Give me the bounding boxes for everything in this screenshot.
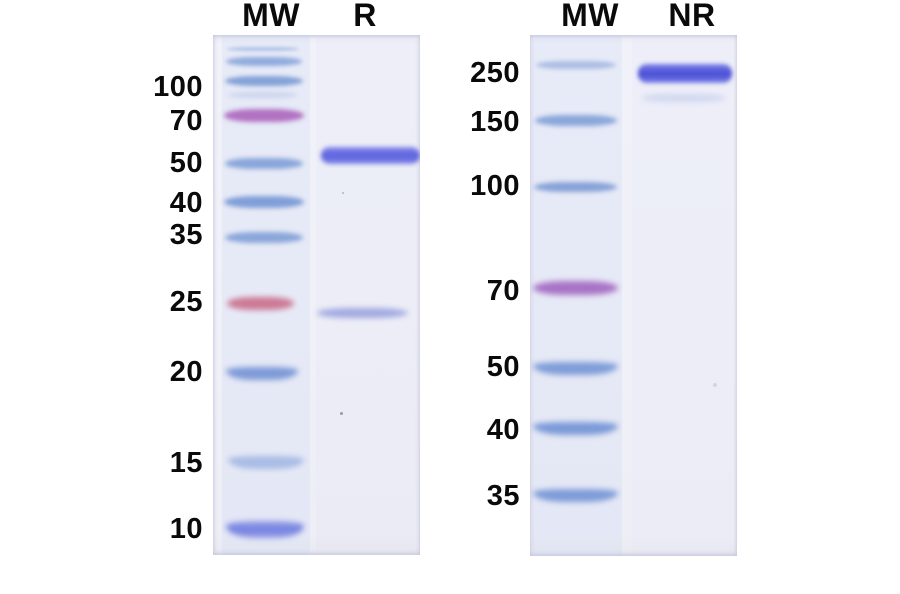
ladder-band-50-nonreduced [533, 361, 618, 375]
mw-label-40-nonreduced: 40 [486, 413, 520, 446]
lane-header-mw-reduced: MW [242, 0, 300, 33]
lane-tint-reduced-1 [316, 35, 418, 555]
mw-label-20-reduced: 20 [169, 355, 203, 388]
gel-panel-reduced [213, 35, 420, 555]
ladder-band-100-nonreduced [534, 182, 617, 192]
mw-label-10-reduced: 10 [169, 512, 203, 545]
dust-speck-2 [713, 383, 717, 387]
lane-header-nr-nonreduced: NR [668, 0, 716, 33]
mw-label-35-reduced: 35 [169, 218, 203, 251]
ladder-band-25-reduced [227, 296, 294, 310]
mw-label-35-nonreduced: 35 [486, 479, 520, 512]
mw-label-50-nonreduced: 50 [486, 350, 520, 383]
ladder-band-150-reduced [226, 56, 302, 66]
ladder-band-0-reduced [227, 47, 299, 51]
sample-band-52kda-reduced [321, 146, 420, 164]
ladder-band-40-nonreduced [533, 421, 618, 435]
mw-label-15-reduced: 15 [169, 446, 203, 479]
lane-tint-nonreduced-0 [532, 35, 622, 556]
gel-panel-nonreduced [530, 35, 737, 556]
dust-speck-1 [342, 192, 344, 194]
sample-band-24kda-reduced [317, 308, 408, 318]
ladder-band-3-reduced [228, 92, 298, 98]
ladder-band-150-nonreduced [535, 114, 617, 126]
ladder-band-100-reduced [225, 76, 303, 86]
mw-label-40-reduced: 40 [169, 186, 203, 219]
ladder-band-70-nonreduced [533, 281, 618, 295]
ladder-band-50-reduced [225, 157, 303, 169]
sample-band-245kda-nonreduced [638, 63, 732, 83]
ladder-band-20-reduced [226, 366, 298, 380]
lane-header-r-reduced: R [353, 0, 377, 33]
sample-band-1-nonreduced [641, 94, 726, 102]
ladder-band-35-reduced [225, 231, 303, 243]
ladder-band-10-reduced [226, 520, 304, 538]
lane-tint-nonreduced-1 [632, 35, 732, 556]
mw-label-50-reduced: 50 [169, 146, 203, 179]
ladder-band-35-nonreduced [533, 488, 618, 502]
ladder-band-250-nonreduced [536, 61, 616, 69]
mw-label-150-nonreduced: 150 [470, 105, 520, 138]
mw-label-70-nonreduced: 70 [486, 274, 520, 307]
mw-label-25-reduced: 25 [169, 285, 203, 318]
mw-label-100-reduced: 100 [153, 70, 203, 103]
lane-header-mw-nonreduced: MW [561, 0, 619, 33]
mw-label-250-nonreduced: 250 [470, 56, 520, 89]
mw-label-100-nonreduced: 100 [470, 169, 520, 202]
ladder-band-70-reduced [224, 108, 304, 122]
ladder-band-40-reduced [224, 196, 304, 208]
ladder-band-15-reduced [228, 455, 304, 469]
mw-label-70-reduced: 70 [169, 104, 203, 137]
dust-speck-0 [340, 412, 343, 415]
